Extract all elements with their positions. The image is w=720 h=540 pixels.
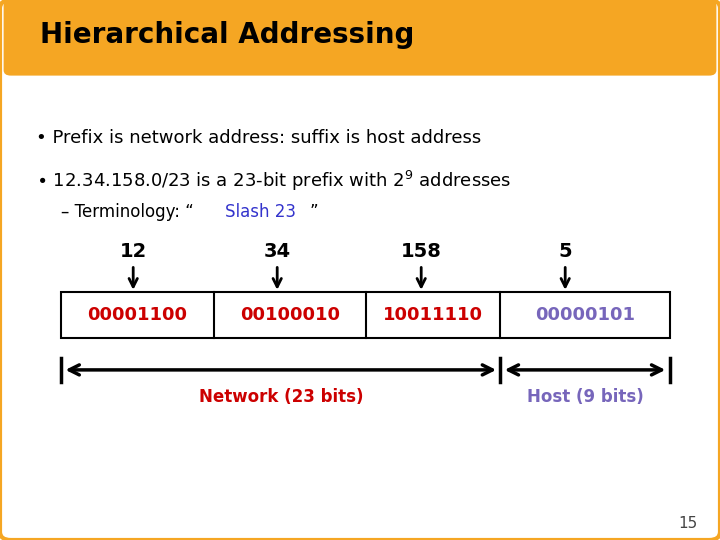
Text: Slash 23: Slash 23 [225, 202, 296, 221]
Text: • Prefix is network address: suffix is host address: • Prefix is network address: suffix is h… [36, 129, 481, 147]
Text: – Terminology: “: – Terminology: “ [61, 202, 194, 221]
Text: 10011110: 10011110 [383, 306, 483, 323]
Text: 5: 5 [559, 241, 572, 261]
Text: 34: 34 [264, 241, 291, 261]
Text: Network (23 bits): Network (23 bits) [199, 388, 363, 406]
Bar [61, 292, 670, 338]
FancyBboxPatch shape [4, 0, 716, 76]
Text: ”: ” [310, 202, 318, 221]
Text: 00000101: 00000101 [535, 306, 635, 323]
Text: 12: 12 [120, 241, 147, 261]
Text: Hierarchical Addressing: Hierarchical Addressing [40, 21, 414, 49]
Text: $\bullet$ 12.34.158.0/23 is a 23-bit prefix with 2$^{9}$ addresses: $\bullet$ 12.34.158.0/23 is a 23-bit pre… [36, 169, 511, 193]
Text: 15: 15 [678, 516, 697, 531]
Text: 00001100: 00001100 [88, 306, 187, 323]
Text: 00100010: 00100010 [240, 306, 340, 323]
Text: 158: 158 [401, 241, 441, 261]
Text: Host (9 bits): Host (9 bits) [526, 388, 644, 406]
